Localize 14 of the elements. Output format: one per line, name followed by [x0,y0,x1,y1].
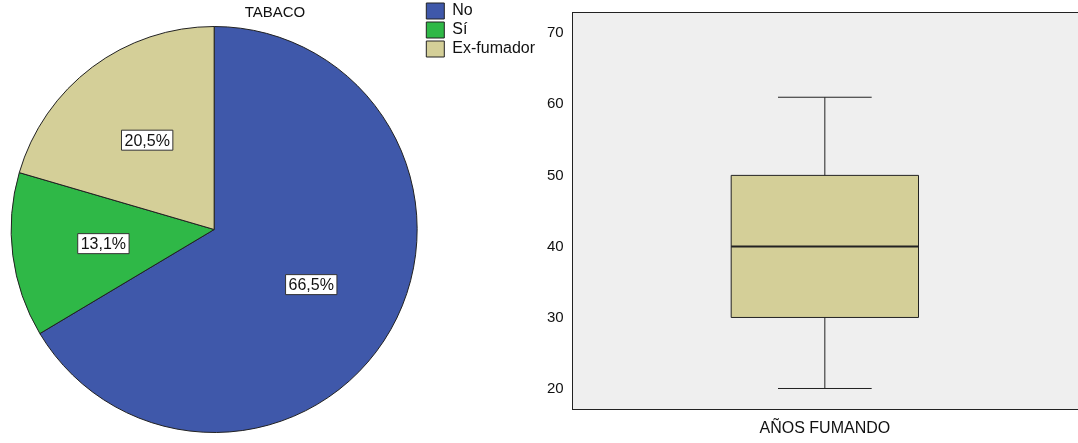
y-tick-label: 50 [547,165,564,183]
y-tick-label: 60 [547,94,564,112]
chart-title: TABACO [244,3,306,21]
x-tick-label: AÑOS FUMANDO [759,416,891,436]
legend-label: Ex-fumador [452,39,536,57]
y-tick-label: 30 [547,307,564,325]
y-tick-label: 20 [547,378,564,396]
data-label: 20,5% [124,131,170,149]
legend-label: No [452,1,473,19]
data-label: 66,5% [288,276,334,294]
data-label: 13,1% [80,235,127,253]
y-tick-label: 40 [547,236,564,254]
legend-label: Sí [452,20,468,38]
y-tick-label: 70 [547,23,564,41]
